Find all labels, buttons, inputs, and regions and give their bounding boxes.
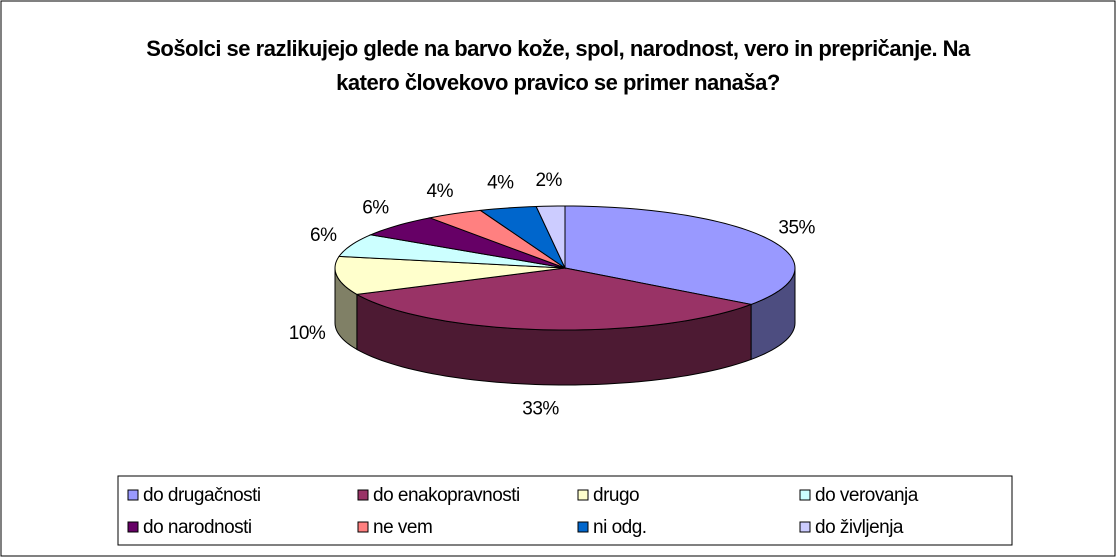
pie-slice — [564, 205, 796, 305]
legend-label: do življenja — [815, 517, 904, 538]
data-label: 6% — [310, 225, 337, 246]
legend-label: do narodnosti — [143, 517, 252, 538]
pie-slice — [478, 205, 567, 270]
chart-title: Sošolci se razlikujejo glede na barvo ko… — [146, 36, 970, 95]
legend-swatch — [357, 489, 369, 501]
data-label: 6% — [362, 197, 389, 218]
pie-slice — [427, 209, 566, 269]
data-label: 33% — [522, 399, 559, 420]
legend-swatch — [799, 521, 811, 533]
data-label: 4% — [487, 173, 514, 194]
data-label: 10% — [289, 323, 326, 344]
legend-swatch — [799, 489, 811, 501]
legend-swatch — [127, 489, 139, 501]
pie-slice — [334, 255, 566, 295]
legend-label: drugo — [593, 485, 639, 506]
legend-label: ni odg. — [593, 517, 647, 538]
legend-label: ne vem — [373, 517, 432, 538]
data-label: 2% — [535, 170, 562, 191]
data-label: 35% — [778, 218, 815, 239]
pie-slice — [355, 267, 753, 331]
data-label: 4% — [427, 181, 454, 202]
legend-swatch — [577, 489, 589, 501]
legend-label: do drugačnosti — [143, 485, 261, 506]
legend-box — [117, 475, 1013, 546]
pie-slice — [535, 205, 566, 269]
legend-swatch — [577, 521, 589, 533]
legend-swatch — [127, 521, 139, 533]
legend-swatch — [357, 521, 369, 533]
legend-label: do verovanja — [815, 485, 919, 506]
legend-label: do enakopravnosti — [373, 485, 520, 506]
pie-slice — [368, 217, 566, 269]
pie-slice — [338, 234, 566, 269]
